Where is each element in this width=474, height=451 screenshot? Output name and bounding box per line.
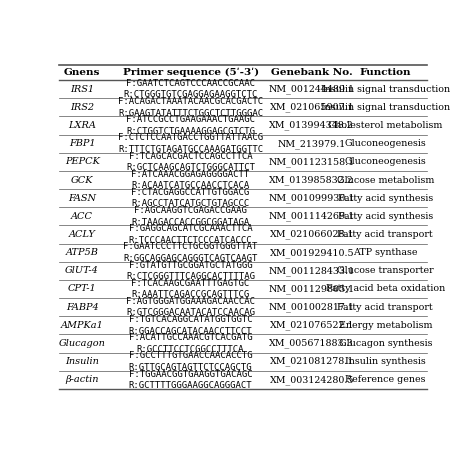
Text: LXRA: LXRA (68, 121, 96, 130)
Text: F:GCCTTTGTGAACCAACACCTG
R:GTTGCAGTAGTTCTCCAGCTG: F:GCCTTTGTGAACCAACACCTG R:GTTGCAGTAGTTCT… (129, 351, 252, 372)
Text: F:TCAGCACGACTCCAGCCTTCA
R:GCTCAAGCAGTCTGGGCATTCT: F:TCAGCACGACTCCAGCCTTCA R:GCTCAAGCAGTCTG… (126, 152, 255, 172)
Text: Glucagon: Glucagon (59, 339, 106, 348)
Text: Fatty acid transport: Fatty acid transport (337, 230, 433, 239)
Text: Fatty acid synthesis: Fatty acid synthesis (337, 193, 433, 202)
Text: Gluconeogenesis: Gluconeogenesis (345, 139, 426, 148)
Text: NM_001123158.1: NM_001123158.1 (269, 157, 355, 167)
Text: Gnens: Gnens (64, 68, 100, 77)
Text: F:ACAGACTAAATACAACGCACGACTC
R:GAAGTATATTTCTGGCTCTTGGGAC: F:ACAGACTAAATACAACGCACGACTC R:GAAGTATATT… (118, 97, 263, 118)
Text: F:CTACGAGGCCATTGTGGACG
R:AGCCTATCATGCTGTAGCCC: F:CTACGAGGCCATTGTGGACG R:AGCCTATCATGCTGT… (131, 188, 250, 208)
Text: ATP synthase: ATP synthase (353, 248, 418, 257)
Text: ACC: ACC (71, 212, 93, 221)
Text: F:GAATCTCAGTCCCAACCGCAAC
R:CTGGGTGTCGAGGAGAAGGTCTC: F:GAATCTCAGTCCCAACCGCAAC R:CTGGGTGTCGAGG… (123, 79, 258, 100)
Text: NM_001244489.1: NM_001244489.1 (269, 84, 355, 94)
Text: F:TGTCACAGGCATATGGTGGTC
R:GGACCAGCATACAACCTTCCT: F:TGTCACAGGCATATGGTGGTC R:GGACCAGCATACAA… (129, 315, 252, 336)
Text: Gluconeogenesis: Gluconeogenesis (345, 157, 426, 166)
Text: ATP5B: ATP5B (66, 248, 99, 257)
Text: F:ACATTGCCAAACGTCACGATG
R:GCCTTCCTCGGCCTTTCA: F:ACATTGCCAAACGTCACGATG R:GCCTTCCTCGGCCT… (129, 333, 252, 354)
Text: GCK: GCK (71, 175, 93, 184)
Text: NM_001002817.1: NM_001002817.1 (269, 302, 355, 312)
Text: Insulin signal transduction: Insulin signal transduction (321, 85, 450, 94)
Text: F:GAATCCCTTCTGCGGTGGGTTAT
R:GGCAGGAGCAGGGTCAGTCAAGT: F:GAATCCCTTCTGCGGTGGGTTAT R:GGCAGGAGCAGG… (123, 243, 258, 263)
Text: FABP4: FABP4 (66, 303, 99, 312)
Text: Glucagon synthesis: Glucagon synthesis (338, 339, 432, 348)
Text: Cholesterol metabolism: Cholesterol metabolism (328, 121, 442, 130)
Text: Function: Function (359, 68, 411, 77)
Text: Insulin: Insulin (65, 357, 99, 366)
Text: NM_001099930.1: NM_001099930.1 (269, 193, 355, 203)
Text: PEPCK: PEPCK (65, 157, 100, 166)
Text: XM_003124280.5: XM_003124280.5 (270, 375, 354, 385)
Text: NM_001128433.1: NM_001128433.1 (269, 266, 355, 276)
Text: Fatty acid transport: Fatty acid transport (337, 303, 433, 312)
Text: F:AGTGGGATGGAAAGACAACCAC
R:GTCGGGACAATACATCCAACAG: F:AGTGGGATGGAAAGACAACCAC R:GTCGGGACAATAC… (126, 297, 255, 318)
Text: Energy metabolism: Energy metabolism (338, 321, 432, 330)
Text: F:GTATGTTGCGGATGCTATGGG
R:CTCGGGTTTCAGGCACTTTTAG: F:GTATGTTGCGGATGCTATGGG R:CTCGGGTTTCAGGC… (126, 261, 255, 281)
Text: NM_213979.1: NM_213979.1 (278, 139, 346, 148)
Text: F:TGGAACGGTGAAGGTGACAGC
R:GCTTTTGGGAAGGCAGGGACT: F:TGGAACGGTGAAGGTGACAGC R:GCTTTTGGGAAGGC… (129, 369, 252, 390)
Text: IRS1: IRS1 (70, 85, 94, 94)
Text: FASN: FASN (68, 193, 96, 202)
Text: XM_021066028.1: XM_021066028.1 (270, 230, 354, 239)
Text: Primer sequence (5ʹ-3ʹ): Primer sequence (5ʹ-3ʹ) (122, 68, 259, 77)
Text: XM_013985832.2: XM_013985832.2 (269, 175, 354, 185)
Text: Glucose metabolism: Glucose metabolism (337, 175, 434, 184)
Text: XM_005671883.3: XM_005671883.3 (269, 339, 354, 348)
Text: XM_001929410.5: XM_001929410.5 (270, 248, 354, 258)
Text: β-actin: β-actin (65, 375, 99, 384)
Text: FBP1: FBP1 (69, 139, 96, 148)
Text: Reference genes: Reference genes (345, 375, 426, 384)
Text: Insulin signal transduction: Insulin signal transduction (321, 103, 450, 112)
Text: Genebank No.: Genebank No. (271, 68, 353, 77)
Text: Glucose transporter: Glucose transporter (337, 267, 434, 275)
Text: F:ATCAAACGGAGAGGGGACTT
R:ACAATCATGCCAACCTCACA: F:ATCAAACGGAGAGGGGACTT R:ACAATCATGCCAACC… (131, 170, 250, 190)
Text: XM_021081278.1: XM_021081278.1 (270, 357, 354, 367)
Text: XM_021076522.1: XM_021076522.1 (270, 321, 354, 330)
Text: NM_001114269.1: NM_001114269.1 (269, 212, 355, 221)
Text: F:ATCCGCCTGAAGAAACTGAAGC
R:CTGGTCTGAAAAGGAGCGTCTG: F:ATCCGCCTGAAGAAACTGAAGC R:CTGGTCTGAAAAG… (126, 115, 255, 136)
Text: Fatty acid synthesis: Fatty acid synthesis (337, 212, 433, 221)
Text: Fatty acid beta oxidation: Fatty acid beta oxidation (326, 285, 445, 294)
Text: F:CTCTCCAATGACCTGGTTATTAACG
R:TTTCTGTAGATGCCAAAGATGGTTC: F:CTCTCCAATGACCTGGTTATTAACG R:TTTCTGTAGA… (118, 133, 263, 154)
Text: CPT-1: CPT-1 (68, 285, 97, 294)
Text: Insulin synthesis: Insulin synthesis (345, 357, 426, 366)
Text: XM_021065907.1: XM_021065907.1 (270, 102, 354, 112)
Text: IRS2: IRS2 (70, 103, 94, 112)
Text: F:AGCAAGGTCGAGACCGAAG
R:TAAGACCACCGGCGGATAGA: F:AGCAAGGTCGAGACCGAAG R:TAAGACCACCGGCGGA… (131, 206, 250, 226)
Text: F:GAGGCAGCATCGCAAACTTCA
R:TCCCAACTTCTCCCATCACCC: F:GAGGCAGCATCGCAAACTTCA R:TCCCAACTTCTCCC… (129, 224, 252, 245)
Text: F:TCACAAGCGAATTTGAGTGC
R:AAATTCAGACCGCAGTTTCG: F:TCACAAGCGAATTTGAGTGC R:AAATTCAGACCGCAG… (131, 279, 250, 299)
Text: NM_001129805.1: NM_001129805.1 (269, 284, 355, 294)
Text: XM_013994348.2: XM_013994348.2 (269, 121, 354, 130)
Text: AMPKa1: AMPKa1 (61, 321, 104, 330)
Text: ACLY: ACLY (69, 230, 96, 239)
Text: GlUT-4: GlUT-4 (65, 267, 99, 275)
